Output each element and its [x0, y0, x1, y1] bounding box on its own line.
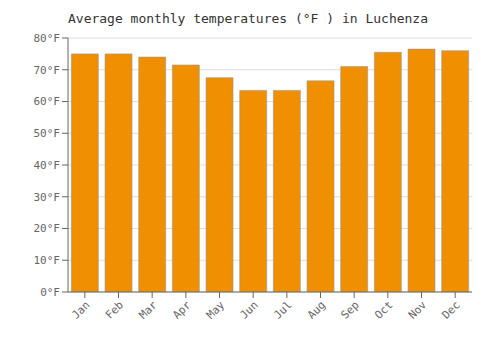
svg-text:May: May — [204, 298, 228, 322]
svg-text:Jul: Jul — [271, 298, 294, 321]
svg-text:30°F: 30°F — [34, 191, 61, 204]
svg-text:Dec: Dec — [440, 298, 463, 321]
svg-text:Mar: Mar — [137, 298, 161, 322]
svg-text:Sep: Sep — [339, 298, 362, 321]
html-text:Average monthly temperatures (: Average monthly temperatures (°F ) in Lu… — [68, 11, 428, 26]
svg-text:40°F: 40°F — [34, 159, 61, 172]
svg-text:0°F: 0°F — [40, 286, 60, 299]
svg-text:Nov: Nov — [406, 298, 430, 322]
svg-text:Aug: Aug — [305, 298, 328, 321]
svg-text:60°F: 60°F — [34, 95, 61, 108]
svg-text:Jun: Jun — [238, 298, 261, 321]
svg-text:80°F: 80°F — [34, 32, 61, 45]
svg-text:50°F: 50°F — [34, 127, 61, 140]
svg-text:70°F: 70°F — [34, 64, 61, 77]
svg-text:Feb: Feb — [103, 298, 126, 321]
svg-text:20°F: 20°F — [34, 222, 61, 235]
svg-text:Jan: Jan — [69, 298, 92, 321]
svg-text:10°F: 10°F — [34, 254, 61, 267]
svg-text:Apr: Apr — [170, 298, 194, 322]
svg-text:Oct: Oct — [372, 298, 395, 321]
